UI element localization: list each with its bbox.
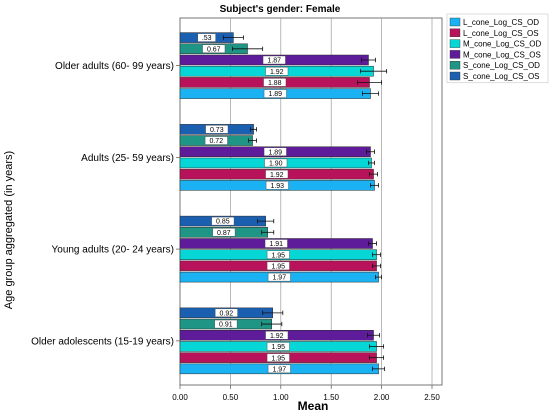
plot-area: 0.00 0.50 1.00 1.50 2.00 2.50 Older adults (60… xyxy=(31,17,443,402)
x-tick-label: 2.00 xyxy=(374,393,390,402)
data-label: 1.97 xyxy=(272,275,286,282)
data-label-box xyxy=(262,55,286,65)
legend-swatch xyxy=(449,61,461,70)
x-tick-label: 0.00 xyxy=(172,393,188,402)
legend-label: S_cone_Log_CS_OS xyxy=(463,72,540,81)
data-label: 0.73 xyxy=(210,127,224,134)
data-label: 1.91 xyxy=(269,241,283,248)
legend-label: L_cone_Log_CS_OD xyxy=(463,18,539,27)
data-label: 1.87 xyxy=(267,58,281,65)
x-axis-label: Mean xyxy=(298,399,329,413)
data-label-box xyxy=(211,216,235,226)
legend-swatch xyxy=(449,50,461,59)
data-label: 1.97 xyxy=(272,366,286,373)
chart-title: Subject's gender: Female xyxy=(220,4,341,15)
data-label-box xyxy=(212,228,236,237)
legend-swatch xyxy=(449,28,461,37)
legend-swatch xyxy=(449,17,461,27)
x-tick-label: 0.50 xyxy=(223,393,239,402)
data-label: 1.89 xyxy=(268,149,282,156)
x-tick-label: 1.00 xyxy=(273,393,289,402)
data-label: 0.92 xyxy=(220,310,234,317)
data-label-box xyxy=(265,331,289,340)
y-axis-label: Age group aggregated (in years) xyxy=(3,151,15,309)
data-label: 0.67 xyxy=(207,46,221,53)
data-label-box xyxy=(265,66,289,76)
legend-label: M_cone_Log_CS_OS xyxy=(463,50,541,59)
data-label-box xyxy=(266,353,290,362)
category-label: Older adults (60- 99 years) xyxy=(55,61,174,72)
data-label-box xyxy=(267,272,291,282)
data-label: 1.90 xyxy=(269,161,283,168)
category-label: Young adults (20- 24 years) xyxy=(52,245,175,256)
data-label: 0.72 xyxy=(209,138,223,145)
data-label-box xyxy=(264,158,288,168)
data-label-box xyxy=(263,89,287,98)
data-label: 1.89 xyxy=(268,91,282,98)
data-label: 1.93 xyxy=(270,183,284,190)
data-label: 1.88 xyxy=(268,80,282,87)
data-label-box xyxy=(204,136,228,145)
data-label: 1.95 xyxy=(271,264,285,271)
data-label-box xyxy=(214,319,238,329)
x-tick-label: 1.50 xyxy=(323,393,339,402)
data-label-box xyxy=(202,44,226,53)
data-label-box xyxy=(266,261,290,271)
data-label-box xyxy=(265,181,289,190)
data-label-box xyxy=(263,147,287,156)
legend-box xyxy=(446,13,549,84)
category-label: Adults (25- 59 years) xyxy=(81,153,174,164)
x-tick-label: 2.50 xyxy=(424,393,440,402)
data-label-box xyxy=(265,169,289,179)
data-label: 0.91 xyxy=(219,322,233,329)
data-label: 1.92 xyxy=(270,172,284,179)
data-label-box xyxy=(266,250,290,259)
data-label-box xyxy=(263,78,287,87)
legend-label: L_cone_Log_CS_OS xyxy=(463,29,539,38)
legend: L_cone_Log_CS_OD L_cone_Log_CS_OS M_cone_L… xyxy=(446,13,549,84)
legend-label: M_cone_Log_CS_OD xyxy=(463,40,541,49)
data-label: .53 xyxy=(202,35,212,42)
data-label: 1.95 xyxy=(271,252,285,259)
data-label-box xyxy=(214,308,238,318)
data-label-box xyxy=(264,239,288,248)
data-label-box xyxy=(267,364,291,374)
data-label-box xyxy=(205,125,229,134)
category-label: Older adolescents (15-19 years) xyxy=(31,336,174,347)
legend-swatch xyxy=(449,39,461,48)
data-label: 0.87 xyxy=(217,230,231,237)
data-label: 1.95 xyxy=(271,344,285,351)
legend-swatch xyxy=(449,71,461,81)
legend-label: S_cone_Log_CS_OD xyxy=(463,61,540,70)
data-label: 0.85 xyxy=(216,219,230,226)
data-label: 1.95 xyxy=(271,355,285,362)
data-label: 1.92 xyxy=(270,69,284,76)
data-label-box xyxy=(266,342,290,351)
data-label: 1.92 xyxy=(270,333,284,340)
data-label-box xyxy=(197,33,216,42)
